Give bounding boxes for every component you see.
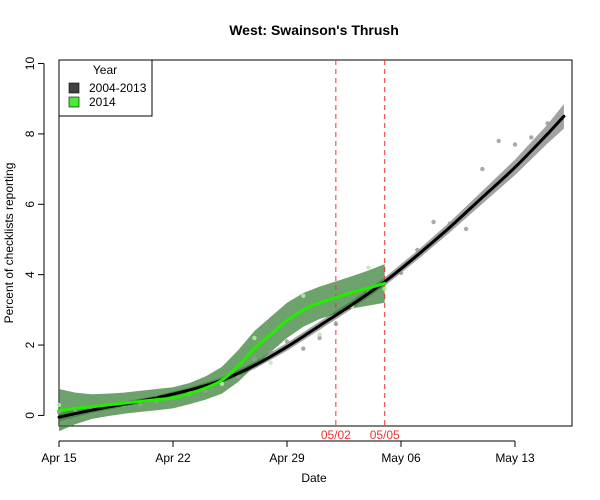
reference-label: 05/02 (321, 428, 351, 442)
data-point-2014 (268, 360, 273, 365)
data-point-2014 (252, 335, 257, 341)
data-point-2014 (317, 332, 322, 337)
plot-area (58, 59, 573, 427)
legend-label-2004-2013: 2004-2013 (89, 81, 147, 95)
x-tick-label: Apr 29 (269, 451, 305, 465)
data-point-2004-2013 (138, 402, 143, 408)
y-tick-label: 0 (23, 412, 37, 419)
legend-swatch-2014 (68, 96, 80, 108)
data-point-2014 (301, 293, 306, 298)
x-tick-label: Apr 15 (41, 451, 77, 465)
x-tick-label: May 06 (381, 451, 421, 465)
y-tick-label: 10 (23, 57, 37, 71)
x-axis-label: Date (301, 471, 327, 485)
confidence-band-2014 (59, 264, 385, 432)
data-point-2004-2013 (480, 166, 485, 172)
y-tick-label: 6 (23, 201, 37, 208)
legend-swatch-2004-2013 (68, 82, 80, 94)
y-tick-label: 2 (23, 341, 37, 348)
y-tick-label: 8 (23, 130, 37, 137)
x-tick-label: Apr 22 (155, 451, 191, 465)
data-point-2004-2013 (268, 349, 273, 355)
smooth-line-2014 (57, 282, 387, 412)
legend: Year 2004-2013 2014 (58, 59, 153, 117)
data-point-2004-2013 (284, 339, 290, 344)
reference-lines: 05/02 05/05 (321, 60, 400, 442)
data-point-2004-2013 (512, 142, 518, 147)
data-point-2014 (366, 265, 371, 270)
x-tick-label: May 13 (495, 451, 535, 465)
data-point-2004-2013 (545, 121, 550, 126)
data-point-2014 (56, 402, 62, 408)
reference-label: 05/05 (370, 428, 400, 442)
data-point-2014 (382, 286, 387, 291)
data-point-2004-2013 (529, 135, 534, 140)
plot-frame (58, 59, 573, 427)
data-point-2004-2013 (317, 335, 322, 341)
data-point-2004-2013 (235, 374, 241, 379)
data-point-2004-2013 (415, 247, 420, 253)
legend-title: Year (93, 63, 117, 77)
data-point-2004-2013 (252, 356, 257, 362)
y-axis-label: Percent of checklists reporting (2, 163, 16, 324)
data-point-2004-2013 (398, 270, 404, 276)
data-point-2004-2013 (463, 226, 469, 232)
data-point-2004-2013 (431, 219, 436, 225)
legend-label-2014: 2014 (89, 95, 116, 109)
chart-title: West: Swainson's Thrush (229, 22, 399, 38)
axes: Apr 15 Apr 22 Apr 29 May 06 May 13 0 2 4 6 8 10 (23, 57, 535, 465)
data-point-2004-2013 (496, 138, 501, 144)
confidence-bands (59, 104, 564, 432)
y-tick-label: 4 (23, 271, 37, 278)
data-point-2004-2013 (301, 346, 306, 351)
data-point-2004-2013 (333, 321, 339, 327)
smooth-lines (57, 114, 566, 419)
